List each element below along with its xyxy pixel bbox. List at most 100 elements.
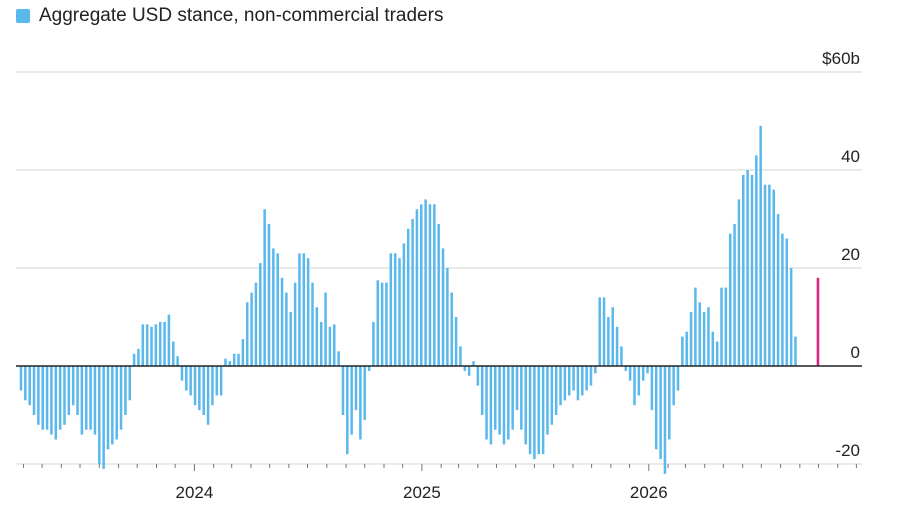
bar <box>254 282 258 366</box>
bar <box>398 258 401 366</box>
bar <box>115 366 118 440</box>
bar <box>76 366 79 415</box>
bar <box>659 366 662 460</box>
bar <box>298 253 301 366</box>
bar <box>763 184 767 366</box>
bar <box>507 366 510 440</box>
bar <box>189 366 192 396</box>
bar <box>768 184 771 366</box>
bar <box>672 366 675 406</box>
bar <box>424 199 427 366</box>
bar <box>602 297 606 366</box>
bar <box>572 366 575 391</box>
legend-swatch <box>16 9 30 23</box>
bar <box>402 243 406 366</box>
bar <box>380 282 384 366</box>
bar <box>341 366 345 415</box>
bar <box>28 366 31 406</box>
bar <box>654 366 658 450</box>
y-tick-label: 0 <box>851 343 860 362</box>
bar <box>650 366 654 411</box>
y-tick-label: $60b <box>822 49 860 68</box>
bar <box>685 331 688 366</box>
bar <box>598 297 601 366</box>
bar <box>259 263 262 366</box>
bar <box>389 253 393 366</box>
bar <box>24 366 27 401</box>
bar <box>128 366 132 401</box>
bar <box>433 204 436 366</box>
bar <box>124 366 127 415</box>
bar <box>459 346 462 366</box>
x-tick-label: 2025 <box>403 483 441 502</box>
bar <box>241 339 245 366</box>
bar <box>285 292 288 366</box>
y-tick-label: 40 <box>841 147 860 166</box>
bar <box>546 366 549 435</box>
bar <box>198 366 201 411</box>
bar <box>280 277 284 366</box>
bar <box>306 258 310 366</box>
bar <box>415 209 419 366</box>
bar <box>219 366 223 396</box>
y-tick-label: -20 <box>835 441 860 460</box>
bar <box>158 321 162 366</box>
bar <box>333 324 336 366</box>
bar <box>742 174 745 366</box>
bar <box>524 366 527 445</box>
bar <box>98 366 101 464</box>
bar <box>311 282 314 366</box>
bar <box>511 366 514 430</box>
bar <box>502 366 506 445</box>
bar <box>193 366 197 406</box>
bar <box>493 366 497 430</box>
bar <box>37 366 40 425</box>
bar <box>785 238 789 366</box>
bar <box>45 366 49 430</box>
bar <box>663 366 667 474</box>
bar <box>498 366 501 435</box>
bar <box>541 366 545 455</box>
bar <box>450 292 453 366</box>
bar <box>19 366 23 391</box>
bar <box>350 366 353 435</box>
bar <box>145 324 149 366</box>
bar <box>141 324 145 366</box>
bar <box>293 282 297 366</box>
bar <box>615 326 619 366</box>
bar <box>620 346 623 366</box>
bar <box>702 312 706 366</box>
bar <box>607 317 610 366</box>
bar <box>689 312 693 366</box>
bar <box>694 287 697 366</box>
bar <box>594 366 597 374</box>
bar <box>467 366 471 376</box>
bar <box>250 292 253 366</box>
bar <box>359 366 362 440</box>
bar <box>50 366 53 435</box>
bar <box>354 366 358 411</box>
bar <box>237 353 240 366</box>
bar <box>63 366 66 425</box>
bar <box>319 321 323 366</box>
bar <box>772 189 775 366</box>
chart-legend: Aggregate USD stance, non-commercial tra… <box>16 5 443 27</box>
bar <box>302 253 306 366</box>
bar <box>698 302 702 366</box>
bar <box>376 280 380 366</box>
bar <box>489 366 493 445</box>
bar <box>137 348 140 366</box>
bar <box>520 366 523 430</box>
bar <box>476 366 480 386</box>
bar <box>711 331 715 366</box>
bar <box>393 253 397 366</box>
bar <box>263 209 266 366</box>
bar <box>746 170 749 366</box>
bar <box>454 317 458 366</box>
bar <box>406 228 410 366</box>
bar <box>211 366 214 406</box>
bar <box>346 366 349 455</box>
bar <box>163 321 166 366</box>
bar <box>272 248 275 366</box>
